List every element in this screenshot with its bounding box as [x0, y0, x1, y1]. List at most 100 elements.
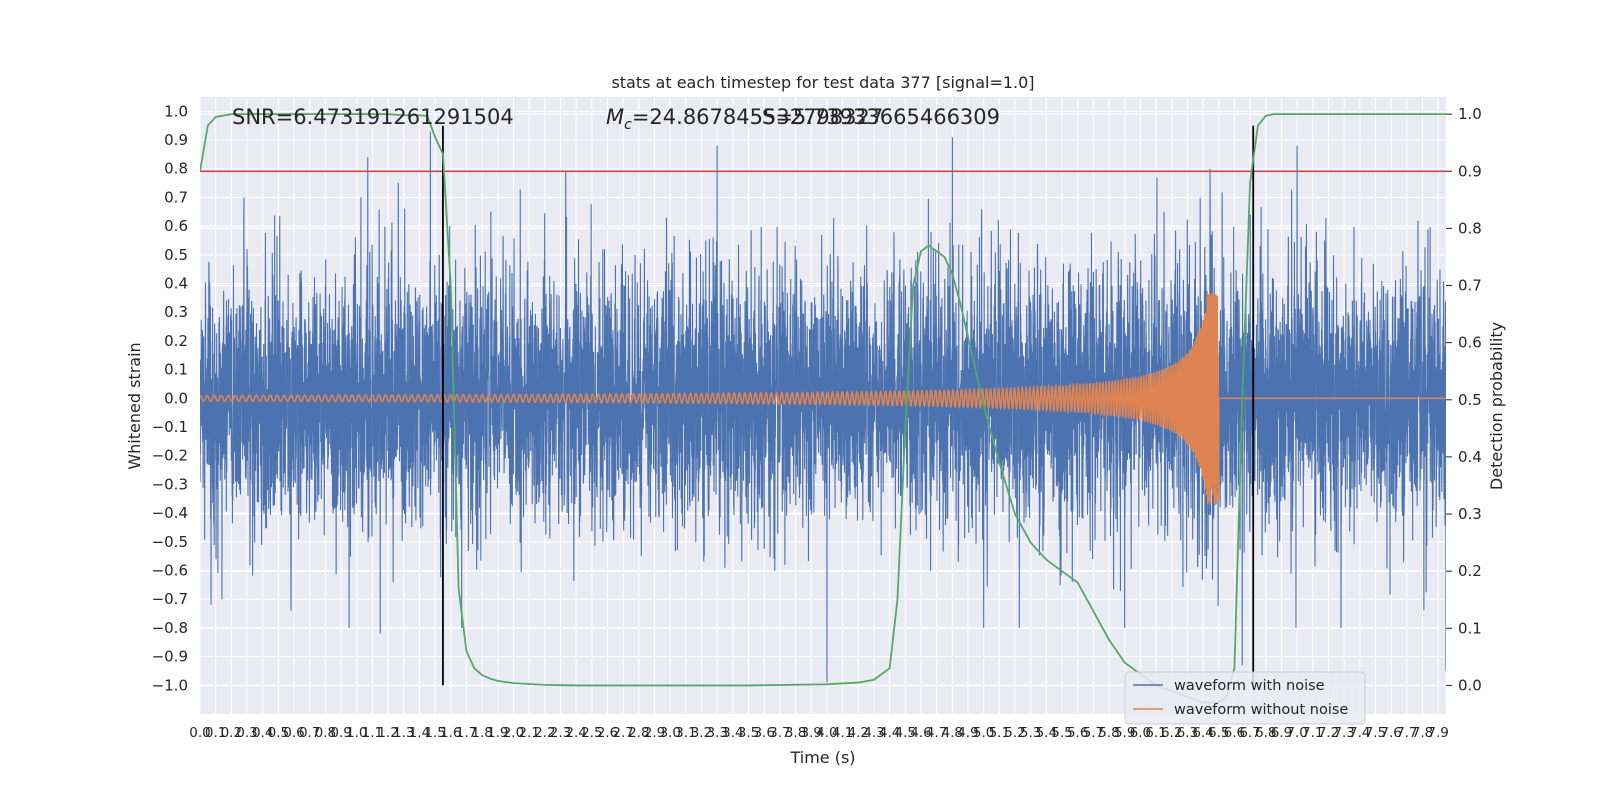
- x-tick-label: 3.4: [722, 725, 743, 741]
- x-tick-label: 4.4: [879, 725, 900, 741]
- x-tick-label: 0.7: [299, 725, 320, 741]
- x-tick-label: 2.8: [628, 725, 649, 741]
- x-tick-label: 5.7: [1083, 725, 1104, 741]
- x-tick-label: 6.3: [1177, 725, 1198, 741]
- y-tick-label: −0.5: [152, 533, 188, 551]
- x-tick-label: 5.6: [1067, 725, 1088, 741]
- axes: 0.00.10.20.30.40.50.60.70.80.91.01.11.21…: [152, 102, 1482, 741]
- y-tick-label: 0.4: [164, 275, 188, 293]
- x-tick-label: 2.0: [503, 725, 524, 741]
- x-tick-label: 6.2: [1161, 725, 1182, 741]
- legend-entry-clean: waveform without noise: [1174, 702, 1348, 718]
- x-tick-label: 1.7: [456, 725, 477, 741]
- x-tick-label: 0.2: [221, 725, 242, 741]
- x-tick-label: 4.5: [895, 725, 916, 741]
- x-tick-label: 0.0: [189, 725, 210, 741]
- x-tick-label: 3.2: [691, 725, 712, 741]
- y2-tick-label: 0.0: [1458, 676, 1482, 694]
- chart-title: stats at each timestep for test data 377…: [611, 73, 1034, 92]
- x-tick-label: 0.3: [236, 725, 257, 741]
- x-tick-label: 3.3: [706, 725, 727, 741]
- x-tick-label: 7.8: [1412, 725, 1433, 741]
- s-annotation: S=5.73933665466309: [762, 105, 1000, 129]
- x-tick-label: 1.0: [346, 725, 367, 741]
- y-tick-label: 0.6: [164, 217, 188, 235]
- x-tick-label: 4.0: [816, 725, 837, 741]
- y-tick-label: −0.2: [152, 447, 188, 465]
- x-tick-label: 5.2: [1004, 725, 1025, 741]
- y-tick-label: −0.4: [152, 504, 188, 522]
- noise-waveform-line: [200, 131, 1446, 683]
- legend-entry-noise: waveform with noise: [1174, 678, 1325, 694]
- y2-tick-label: 0.1: [1458, 619, 1482, 637]
- y-tick-label: 0.9: [164, 131, 188, 149]
- y2-tick-label: 0.6: [1458, 334, 1482, 352]
- x-tick-label: 2.9: [644, 725, 665, 741]
- x-tick-label: 3.8: [785, 725, 806, 741]
- x-tick-label: 1.9: [487, 725, 508, 741]
- x-tick-label: 6.6: [1224, 725, 1245, 741]
- y-tick-label: −0.7: [152, 590, 188, 608]
- chirp-mass-subscript: c: [624, 117, 632, 133]
- snr-annotation: SNR=6.473191261291504: [232, 105, 514, 129]
- legend: waveform with noise waveform without noi…: [1124, 671, 1366, 725]
- x-tick-label: 6.1: [1145, 725, 1166, 741]
- y2-tick-label: 0.2: [1458, 562, 1482, 580]
- x-tick-label: 1.3: [393, 725, 414, 741]
- y-tick-label: 0.2: [164, 332, 188, 350]
- x-tick-label: 4.9: [957, 725, 978, 741]
- x-tick-label: 1.1: [362, 725, 383, 741]
- x-tick-label: 5.8: [1098, 725, 1119, 741]
- y-tick-label: −0.8: [152, 619, 188, 637]
- x-tick-label: 5.5: [1051, 725, 1072, 741]
- x-tick-label: 0.6: [283, 725, 304, 741]
- x-tick-label: 3.5: [738, 725, 759, 741]
- y2-tick-label: 0.9: [1458, 162, 1482, 180]
- series-waveform-without-noise: [200, 293, 1446, 505]
- x-tick-label: 4.2: [848, 725, 869, 741]
- x-tick-label: 5.0: [973, 725, 994, 741]
- x-tick-label: 2.4: [565, 725, 586, 741]
- y-tick-label: −0.9: [152, 648, 188, 666]
- x-tick-label: 5.3: [1020, 725, 1041, 741]
- x-tick-label: 2.7: [612, 725, 633, 741]
- x-tick-label: 6.7: [1239, 725, 1260, 741]
- x-tick-label: 0.5: [268, 725, 289, 741]
- y2-tick-label: 0.3: [1458, 505, 1482, 523]
- y-tick-label: −0.1: [152, 418, 188, 436]
- x-tick-label: 2.2: [534, 725, 555, 741]
- y2-tick-label: 0.4: [1458, 448, 1482, 466]
- y-tick-label: 0.7: [164, 188, 188, 206]
- x-tick-label: 6.5: [1208, 725, 1229, 741]
- x-tick-label: 6.4: [1192, 725, 1213, 741]
- x-tick-label: 3.9: [801, 725, 822, 741]
- y-tick-label: −0.6: [152, 562, 188, 580]
- x-tick-label: 7.9: [1427, 725, 1448, 741]
- x-tick-label: 7.4: [1349, 725, 1370, 741]
- y-tick-label: −1.0: [152, 676, 188, 694]
- x-tick-label: 3.1: [675, 725, 696, 741]
- y-tick-label: 0.0: [164, 389, 188, 407]
- chirp-mass-annotation: Mc=24.867845532798327: [606, 105, 883, 133]
- x-tick-label: 7.5: [1365, 725, 1386, 741]
- x-tick-label: 0.4: [252, 725, 273, 741]
- x-tick-label: 3.0: [659, 725, 680, 741]
- series-waveform-with-noise: [200, 131, 1446, 683]
- x-tick-label: 3.7: [769, 725, 790, 741]
- x-tick-label: 3.6: [753, 725, 774, 741]
- y2-tick-label: 0.7: [1458, 277, 1482, 295]
- x-tick-label: 6.9: [1271, 725, 1292, 741]
- y2-tick-label: 0.5: [1458, 391, 1482, 409]
- x-tick-label: 7.7: [1396, 725, 1417, 741]
- x-tick-label: 2.6: [597, 725, 618, 741]
- y-axis-label: Whitened strain: [125, 342, 144, 469]
- x-tick-label: 0.1: [205, 725, 226, 741]
- y-tick-label: 0.8: [164, 160, 188, 178]
- x-tick-label: 7.6: [1380, 725, 1401, 741]
- reference-lines: [200, 125, 1446, 686]
- x-tick-label: 5.9: [1114, 725, 1135, 741]
- x-tick-label: 0.8: [315, 725, 336, 741]
- x-tick-label: 4.3: [863, 725, 884, 741]
- x-tick-label: 4.1: [832, 725, 853, 741]
- chirp-mass-symbol: M: [606, 105, 624, 129]
